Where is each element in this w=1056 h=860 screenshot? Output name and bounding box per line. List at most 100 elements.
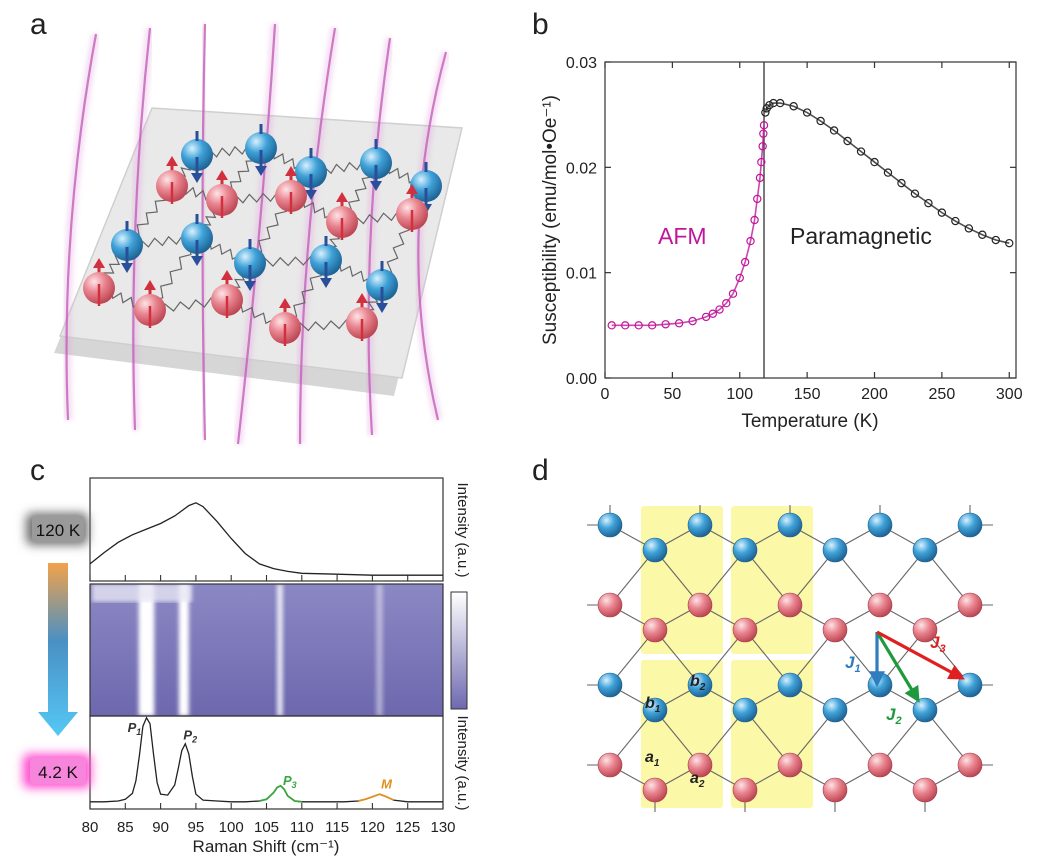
blue-atom — [597, 512, 623, 538]
data-point-afm — [661, 320, 670, 329]
top-spectrum-frame — [89, 477, 444, 582]
data-point-afm — [728, 289, 738, 298]
x-tick-label: 0 — [601, 386, 610, 403]
spin-arrow-head — [376, 303, 388, 313]
data-point-paramagnetic — [883, 168, 893, 177]
x-axis-label: Temperature (K) — [741, 411, 878, 432]
data-point-afm — [634, 321, 643, 330]
data-point-paramagnetic — [789, 102, 798, 111]
peak-label-p3: P3 — [283, 773, 297, 790]
data-point-afm — [607, 321, 616, 330]
heatmap-line — [138, 584, 155, 716]
data-point-afm — [621, 321, 630, 330]
data-point-paramagnetic — [978, 230, 987, 239]
field-line — [132, 27, 152, 431]
peak-labels: P1 P2 P3 M — [128, 720, 393, 791]
data-point-afm — [715, 305, 724, 314]
raman-x-tick-label: 110 — [290, 819, 314, 836]
red-atom — [687, 592, 713, 618]
data-point-paramagnetic — [991, 235, 1000, 245]
red-atom — [642, 777, 668, 803]
spin-down-sphere — [360, 147, 392, 179]
blue-atom — [822, 537, 848, 563]
raman-x-tick-label: 120 — [360, 819, 385, 836]
raman-ticks: 80 85 90 95 100 105 110 115 120 125 130 — [82, 575, 456, 836]
red-atom — [867, 752, 893, 778]
red-atom — [597, 592, 623, 618]
data-point-afm — [757, 157, 766, 167]
panel-c-raman-chart: 80 85 90 95 100 105 110 115 120 125 130 P1 P2 P3 M In… — [23, 477, 471, 856]
spin-arrow-head — [216, 170, 228, 180]
panel-label-a: a — [30, 8, 47, 41]
raman-x-tick-label: 130 — [430, 819, 455, 836]
red-atom — [777, 592, 803, 618]
x-tick-label: 250 — [929, 386, 956, 403]
panel-b-susceptibility-chart: 0 50 100 150 200 250 300 0.00 0.01 0.02 0.03 AFM P… — [540, 55, 1023, 432]
data-point-afm — [688, 316, 697, 326]
y-tick-label: 0.02 — [566, 160, 597, 177]
peak-label-p2: P2 — [183, 728, 197, 745]
spin-arrow-head — [221, 270, 233, 280]
raman-x-tick-label: 95 — [188, 819, 205, 836]
spin-arrow-head — [406, 184, 418, 194]
heatmap-glow — [92, 584, 192, 602]
data-point-paramagnetic — [843, 136, 852, 146]
spin-down-sphere — [245, 132, 277, 164]
raman-x-tick-label: 100 — [219, 819, 244, 836]
data-point-paramagnetic — [761, 108, 770, 117]
spin-down-sphere — [295, 156, 327, 188]
lattice-atoms — [597, 512, 983, 803]
field-line — [65, 33, 98, 421]
red-atom — [912, 617, 938, 643]
data-point-afm — [755, 173, 765, 183]
badge-hot — [32, 516, 84, 542]
spin-down-sphere — [181, 139, 213, 171]
top-spectrum-line — [89, 502, 443, 576]
blue-atom — [777, 672, 803, 698]
site-labels: a1 a2 b1 b2 — [645, 673, 706, 790]
raman-x-tick-label: 105 — [254, 819, 279, 836]
field-line — [367, 37, 392, 436]
field-line — [298, 27, 337, 445]
exchange-arrows — [869, 630, 965, 703]
badge-cold — [30, 758, 86, 784]
data-point-paramagnetic — [856, 147, 866, 156]
y-tick-label: 0.00 — [566, 371, 597, 388]
spin-down-sphere — [234, 247, 266, 279]
axis-ticks: 0 50 100 150 200 250 300 0.00 0.01 0.02 0.03 — [566, 55, 1023, 403]
blue-atom — [732, 697, 758, 723]
paramagnetic-label: Paramagnetic — [790, 223, 932, 249]
data-point-paramagnetic — [802, 108, 812, 117]
j3-label: J3 — [930, 633, 946, 655]
spin-arrow-head — [305, 190, 317, 200]
data-point-paramagnetic — [829, 126, 839, 135]
spin-arrow-head — [279, 298, 291, 308]
blue-atom — [867, 672, 893, 698]
blue-atom — [957, 512, 983, 538]
x-tick-label: 150 — [794, 386, 821, 403]
spin-down-sphere — [310, 244, 342, 276]
spin-arrow-head — [255, 166, 267, 176]
spin-arrow-head — [166, 156, 178, 166]
blue-atom — [822, 697, 848, 723]
blue-atom — [912, 697, 938, 723]
j3-arrow — [876, 630, 965, 680]
raman-x-tick-label: 90 — [152, 819, 169, 836]
spin-down-sphere — [181, 222, 213, 254]
data-point-paramagnetic — [951, 216, 960, 226]
data-point-afm — [674, 319, 684, 328]
data-point-afm — [758, 142, 767, 151]
data-point-paramagnetic — [897, 178, 906, 188]
heatmap-line — [178, 584, 189, 716]
spin-down-sphere — [111, 229, 143, 261]
site-label-b1: b1 — [645, 695, 661, 715]
site-label-a1: a1 — [645, 749, 660, 769]
raman-x-tick-label: 85 — [117, 819, 134, 836]
red-atom — [687, 752, 713, 778]
panel-label-d: d — [532, 454, 549, 487]
afm-label: AFM — [658, 223, 707, 249]
j1-label: J1 — [845, 653, 861, 675]
red-atom — [957, 592, 983, 618]
blue-atom — [732, 537, 758, 563]
heatmap-line — [376, 584, 383, 716]
